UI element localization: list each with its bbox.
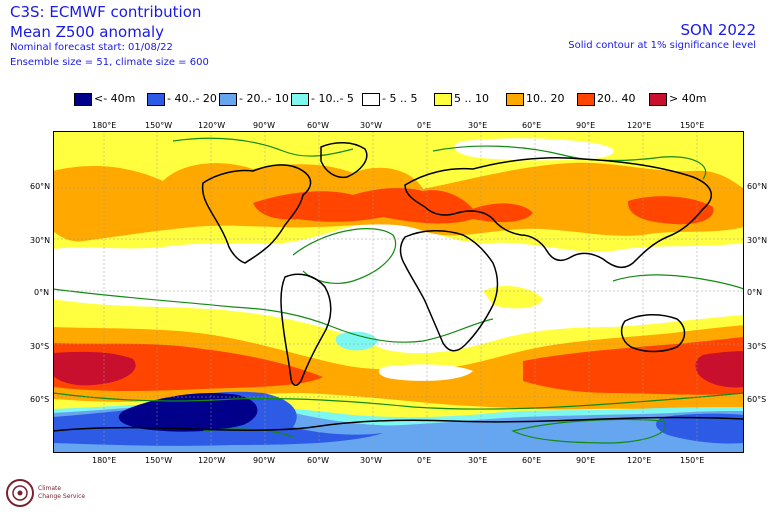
- legend-swatch: [506, 93, 524, 106]
- legend-swatch: [219, 93, 237, 106]
- coastline-australia: [620, 314, 686, 353]
- anomaly-blob-southpacific-cyan: [335, 331, 378, 351]
- lon-label-top: 150°E: [680, 121, 705, 130]
- legend-swatch: [147, 93, 165, 106]
- lon-label-bottom: 90°W: [253, 456, 276, 465]
- coastline-south-america: [280, 273, 332, 386]
- lon-label-bottom: 30°E: [468, 456, 488, 465]
- legend-swatch: [434, 93, 452, 106]
- significance-contour: [612, 274, 744, 290]
- lon-label-bottom: 120°E: [627, 456, 652, 465]
- lon-label-bottom: 60°E: [522, 456, 542, 465]
- anomaly-map: [53, 131, 744, 453]
- map-frame: [53, 131, 744, 453]
- legend-label: - 5 .. 5: [382, 92, 418, 105]
- coastline-greenland: [320, 142, 368, 179]
- lon-label-top: 60°W: [307, 121, 330, 130]
- lon-label-top: 180°E: [92, 121, 117, 130]
- lon-label-top: 150°W: [145, 121, 173, 130]
- legend-swatch: [362, 93, 380, 106]
- lat-label-right: 30°S: [747, 342, 767, 351]
- lat-label-left: 60°S: [30, 395, 50, 404]
- anomaly-blob-southeast-darkred: [695, 351, 744, 388]
- lon-label-bottom: 120°W: [198, 456, 226, 465]
- coastline-africa: [399, 230, 499, 352]
- ensemble-size: Ensemble size = 51, climate size = 600: [10, 57, 209, 68]
- lat-label-left: 30°N: [30, 236, 51, 245]
- logo-line-2: Change Service: [38, 493, 86, 500]
- coastline-eurasia: [404, 157, 713, 269]
- coastlines: [53, 142, 744, 432]
- lat-label-left: 0°N: [34, 288, 50, 297]
- legend-label: > 40m: [669, 92, 707, 105]
- legend-label: - 40..- 20: [167, 92, 217, 105]
- title-line-1: C3S: ECMWF contribution: [10, 3, 202, 21]
- legend-label: - 20..- 10: [239, 92, 289, 105]
- significance-contour: [53, 392, 744, 410]
- legend-swatch: [74, 93, 92, 106]
- title-line-2: Mean Z500 anomaly: [10, 23, 165, 41]
- lon-label-top: 60°E: [522, 121, 542, 130]
- lon-label-bottom: 90°E: [576, 456, 596, 465]
- lat-label-right: 30°N: [747, 236, 768, 245]
- lon-label-bottom: 150°E: [680, 456, 705, 465]
- lon-label-top: 90°E: [576, 121, 596, 130]
- anomaly-band-south-red-east: [523, 337, 744, 395]
- significance-note: Solid contour at 1% significance level: [568, 40, 756, 51]
- coastline-antarctica: [53, 416, 744, 432]
- logo-line-1: Climate: [38, 485, 62, 492]
- lon-label-top: 90°W: [253, 121, 276, 130]
- anomaly-blob-southatlantic-white: [378, 364, 473, 381]
- significance-contour: [511, 418, 666, 444]
- lat-label-left: 30°S: [30, 342, 50, 351]
- lon-label-top: 120°W: [198, 121, 226, 130]
- anomaly-band-north-red: [253, 188, 533, 224]
- legend-label: 5 .. 10: [454, 92, 489, 105]
- legend-swatch: [291, 93, 309, 106]
- coastline-north-america: [201, 164, 312, 264]
- legend-label: - 10..- 5: [311, 92, 354, 105]
- season-label: SON 2022: [680, 21, 757, 39]
- lon-label-bottom: 0°E: [417, 456, 432, 465]
- anomaly-blob-arctic-yellow: [122, 134, 224, 153]
- legend-label: <- 40m: [94, 92, 136, 105]
- significance-contour: [292, 228, 397, 284]
- lon-label-bottom: 30°W: [360, 456, 383, 465]
- lon-label-bottom: 180°E: [92, 456, 117, 465]
- significance-contour: [172, 137, 354, 157]
- legend-swatch: [649, 93, 667, 106]
- lon-label-top: 0°E: [417, 121, 432, 130]
- c3s-logo: Climate Change Service: [4, 473, 104, 515]
- anomaly-blob-tropical-yellow: [483, 285, 543, 309]
- anomaly-core-south-darkblue: [118, 392, 258, 432]
- significance-contour: [53, 288, 494, 343]
- lon-label-top: 120°E: [627, 121, 652, 130]
- lat-label-left: 60°N: [30, 182, 51, 191]
- anomaly-blob-southwest-darkred: [53, 351, 136, 386]
- lat-label-right: 60°S: [747, 395, 767, 404]
- lat-label-right: 0°N: [747, 288, 763, 297]
- anomaly-blob-northeast-red: [627, 196, 714, 225]
- forecast-start: Nominal forecast start: 01/08/22: [10, 42, 173, 53]
- legend-label: 10.. 20: [526, 92, 565, 105]
- legend-label: 20.. 40: [597, 92, 636, 105]
- lon-label-bottom: 150°W: [145, 456, 173, 465]
- graticule: [53, 131, 744, 453]
- legend-swatch: [577, 93, 595, 106]
- anomaly-band-southeast-blue: [656, 413, 744, 444]
- c3s-logo-mark-icon: [6, 479, 34, 507]
- lat-label-right: 60°N: [747, 182, 768, 191]
- lon-label-top: 30°E: [468, 121, 488, 130]
- lon-label-bottom: 60°W: [307, 456, 330, 465]
- lon-label-top: 30°W: [360, 121, 383, 130]
